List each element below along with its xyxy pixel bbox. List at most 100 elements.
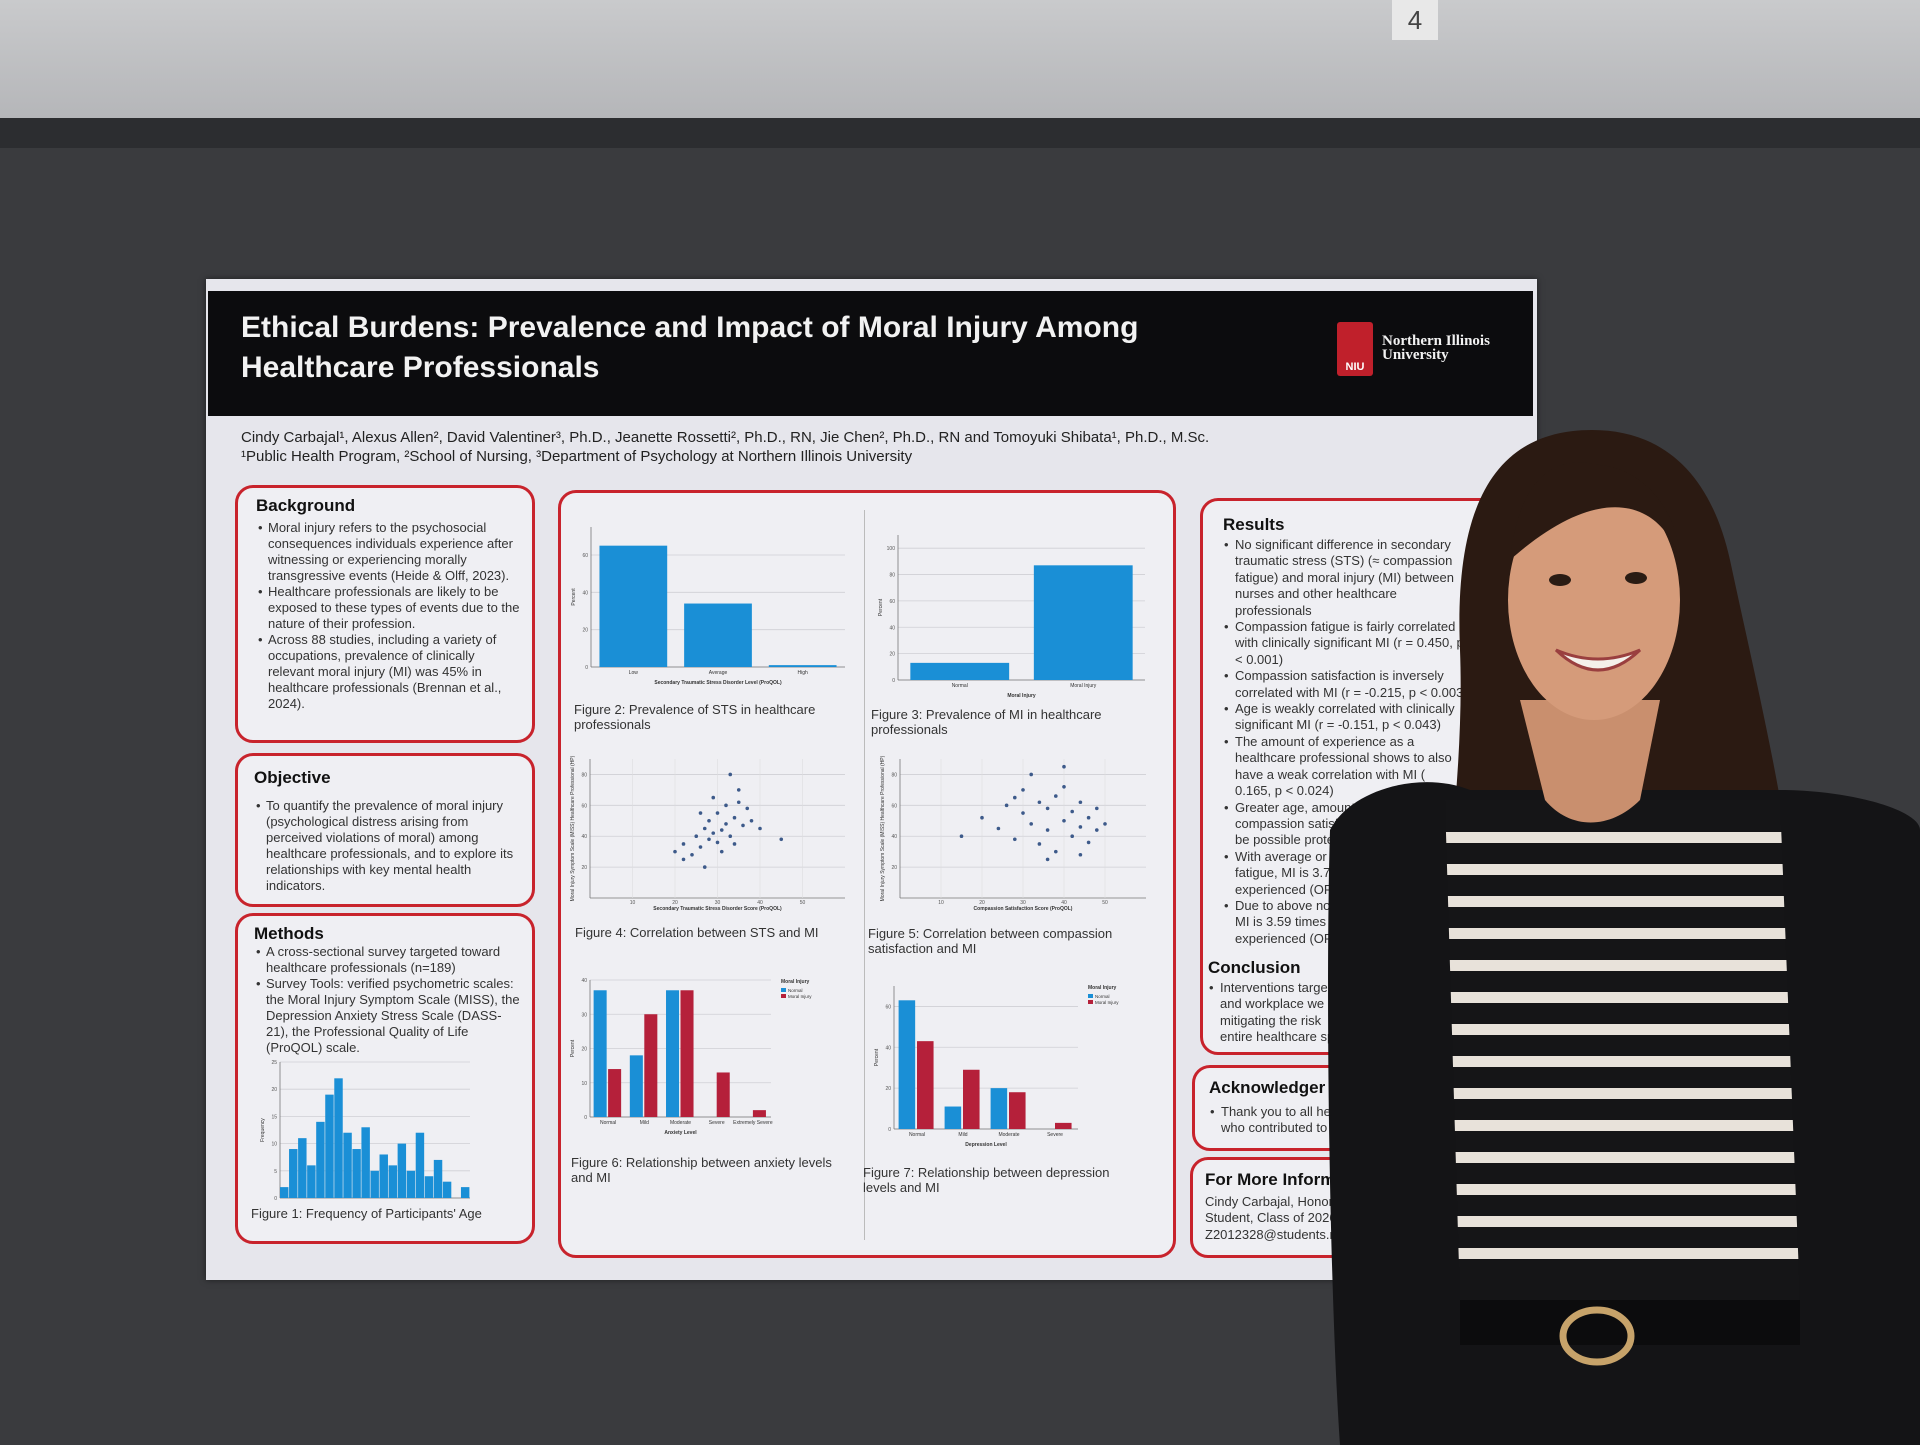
scatter-point	[736, 788, 741, 792]
text-line: 0.165, p < 0.024)	[1235, 783, 1334, 799]
histogram-bar	[424, 1176, 434, 1198]
x-tick-label: Mild	[958, 1132, 967, 1138]
divider	[864, 510, 865, 1240]
bullet: A cross-sectional survey targeted toward…	[256, 944, 520, 976]
text-line: Thank you to all hea	[1221, 1104, 1509, 1120]
x-tick-label: Severe	[1047, 1132, 1063, 1138]
scatter-point	[732, 815, 737, 820]
text-line: be possible protectiv	[1235, 832, 1354, 848]
scatter-point	[1037, 842, 1042, 846]
histogram-bar	[433, 1159, 443, 1198]
scatter-point	[728, 772, 733, 777]
text-line: correlated with MI (r = -0.215, p < 0.00…	[1235, 684, 1468, 700]
striped-top	[1445, 800, 1800, 1300]
y-tick-label: 10	[271, 1142, 277, 1148]
legend-swatch	[1088, 1000, 1093, 1004]
histogram-bar	[460, 1187, 470, 1198]
scatter-point	[711, 831, 716, 835]
y-tick-label: 100	[887, 546, 896, 552]
bullet: Survey Tools: verified psychometric scal…	[256, 976, 520, 1056]
section-heading: Background	[256, 496, 356, 515]
bar	[629, 1055, 643, 1117]
x-tick-label: Moderate	[670, 1120, 691, 1126]
text-line: fatigue) and moral injury (MI) between	[1235, 569, 1454, 585]
x-tick-label: Normal	[952, 683, 968, 689]
scatter-point	[1086, 815, 1091, 820]
bar	[666, 990, 680, 1117]
y-tick-label: 60	[885, 1004, 891, 1010]
figure-caption: Figure 4: Correlation between STS and MI	[575, 925, 819, 940]
scatter-point	[707, 837, 711, 842]
y-tick-label: 20	[885, 1086, 891, 1092]
y-tick-label: 60	[581, 803, 587, 809]
x-tick-label: 40	[1061, 900, 1067, 906]
text-line: Greater age, amount of	[1235, 800, 1499, 816]
histogram-bar	[370, 1170, 379, 1198]
scatter-point	[749, 818, 754, 823]
text-line: entire healthcare sp	[1220, 1029, 1335, 1045]
text-line: < 0.001)	[1235, 651, 1284, 667]
figure-caption: Figure 1: Frequency of Participants' Age	[251, 1206, 482, 1221]
x-axis-label: Moral Injury	[1007, 693, 1036, 699]
text-line: with clinically significant MI (r = 0.45…	[1235, 635, 1464, 651]
x-tick-label: Extremely Severe	[733, 1120, 773, 1126]
section-heading: For More Inform	[1205, 1170, 1336, 1189]
scatter-point	[1045, 828, 1050, 832]
x-tick-label: Average	[709, 670, 728, 676]
bar	[680, 990, 694, 1117]
scatter-point	[1078, 852, 1083, 857]
histogram-bar	[316, 1121, 325, 1198]
scatter-point	[724, 803, 728, 808]
scatter-point	[1062, 764, 1066, 769]
text-line: With average or hig	[1235, 849, 1499, 865]
text-line: healthcare professional shows to also	[1235, 750, 1452, 766]
bar	[716, 1072, 730, 1117]
x-tick-label: Moral Injury	[1070, 683, 1097, 689]
legend-label: Normal	[1095, 994, 1110, 999]
x-tick-label: 30	[1020, 900, 1026, 906]
text-line: Student, Class of 2026	[1205, 1210, 1337, 1226]
smile	[1554, 648, 1642, 672]
scatter-point	[1013, 795, 1017, 800]
section-heading: Objective	[254, 768, 331, 787]
bar	[1009, 1092, 1026, 1129]
logo-line: University	[1382, 347, 1449, 363]
x-axis-label: Secondary Traumatic Stress Disorder Leve…	[654, 680, 782, 686]
scatter-point	[681, 842, 686, 846]
text-line: nurses and other healthcare	[1235, 586, 1397, 602]
histogram-bar	[307, 1165, 316, 1198]
text-line: No significant difference in secondary	[1235, 537, 1499, 553]
scatter-point	[1045, 857, 1050, 862]
x-tick-label: Normal	[600, 1120, 616, 1126]
background-box: Background Moral injury refers to the ps…	[235, 485, 535, 743]
scatter-point	[702, 865, 707, 869]
y-tick-label: 40	[889, 625, 895, 631]
y-axis-label: Moral Injury Symptom Scale (MISS) Health…	[880, 755, 886, 901]
neck	[1520, 700, 1660, 823]
bullet: To quantify the prevalence of moral inju…	[256, 798, 520, 894]
x-tick-label: Mild	[640, 1120, 649, 1126]
scatter-point	[711, 795, 716, 800]
scatter-point	[719, 828, 724, 832]
histogram-bar	[289, 1149, 298, 1198]
bullet: Across 88 studies, including a variety o…	[258, 632, 520, 712]
y-tick-label: 20	[581, 865, 587, 871]
bar	[917, 1041, 934, 1129]
bar	[684, 603, 752, 667]
y-tick-label: 40	[581, 834, 587, 840]
text-line: significant MI (r = -0.151, p < 0.043)	[1235, 717, 1441, 733]
y-tick-label: 80	[891, 772, 897, 778]
scatter-point	[736, 800, 741, 805]
x-tick-label: 50	[800, 900, 806, 906]
y-tick-label: 80	[581, 772, 587, 778]
scatter-point	[1078, 800, 1083, 805]
histogram-bar	[361, 1127, 370, 1198]
scatter-point	[694, 834, 699, 839]
beam	[0, 118, 1920, 148]
y-axis-label: Moral Injury Symptom Scale (MISS) Health…	[570, 755, 576, 901]
y-tick-label: 0	[888, 1127, 891, 1133]
objective-box: Objective To quantify the prevalence of …	[235, 753, 535, 907]
scatter-point	[1086, 840, 1091, 845]
